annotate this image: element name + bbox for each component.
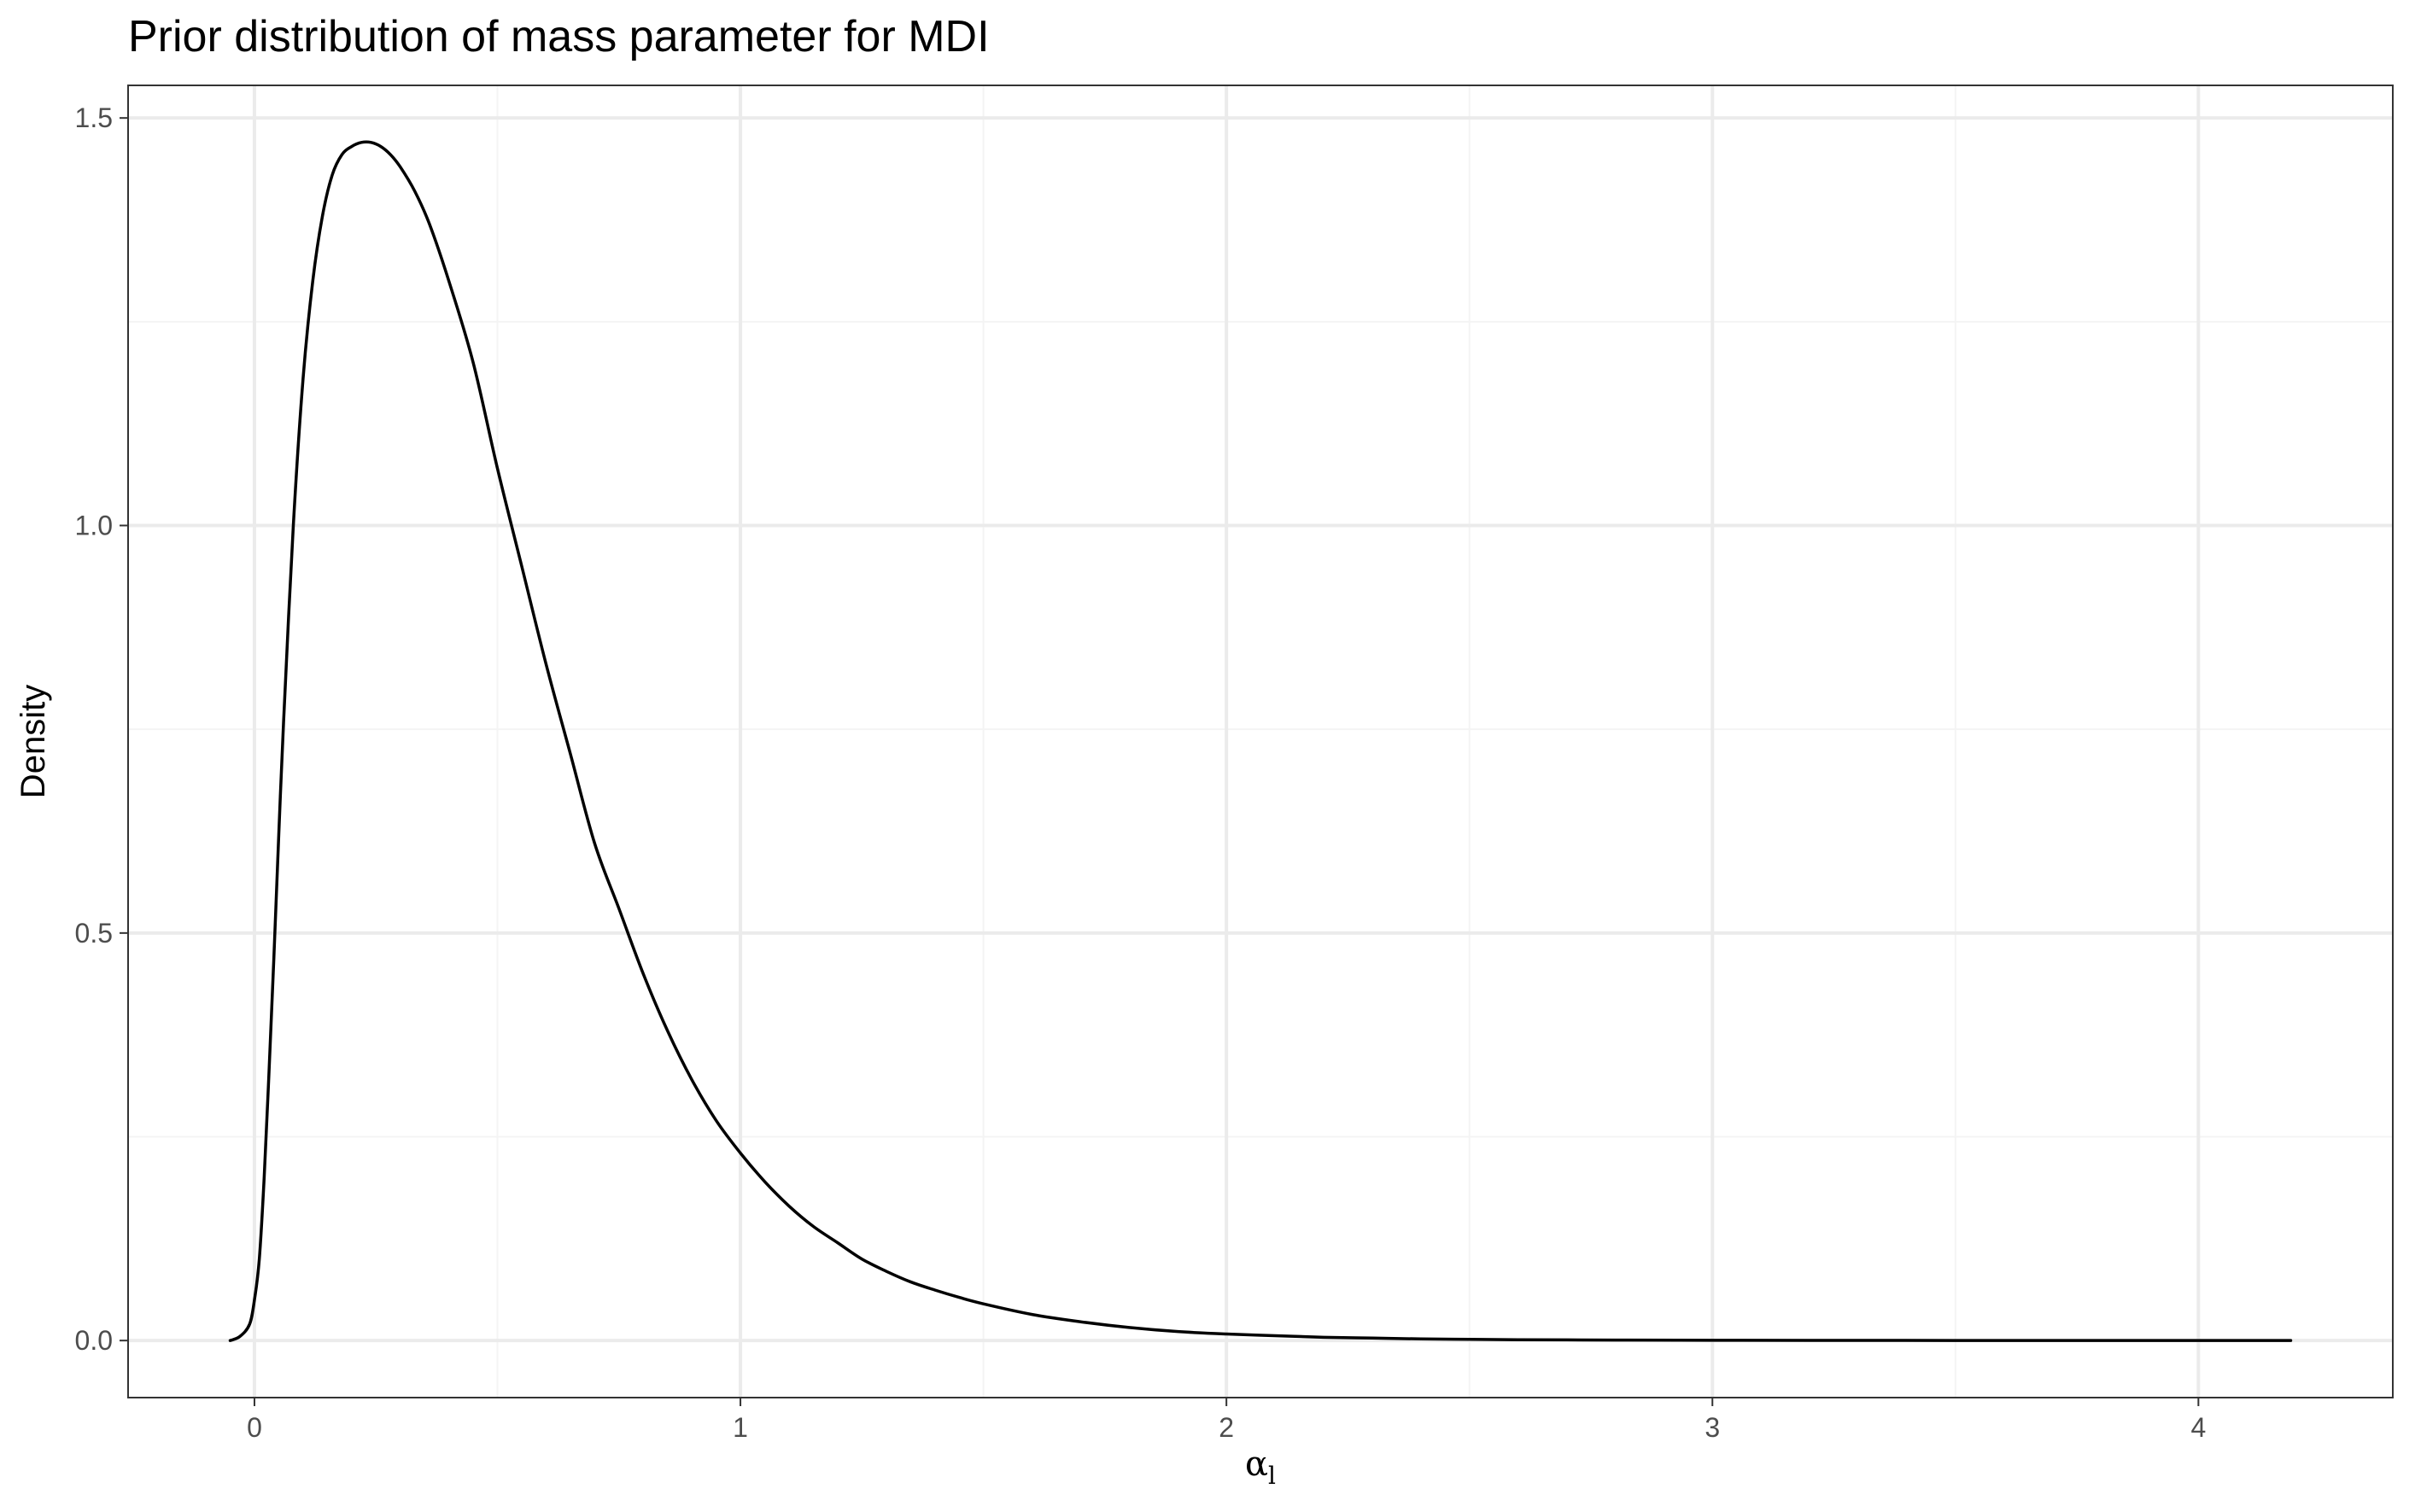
- x-tick-label: 1: [733, 1412, 748, 1443]
- line-layer: [228, 140, 2293, 1342]
- axis-layer: 0 1 2 3 4 0.0 0.5 1.0 1.5: [75, 102, 2207, 1443]
- x-tick-label: 0: [247, 1412, 262, 1443]
- x-tick-label: 4: [2190, 1412, 2206, 1443]
- panel-border: [127, 85, 2394, 1398]
- y-axis-title: Density: [15, 685, 52, 798]
- y-tick-label: 0.0: [75, 1325, 113, 1356]
- y-tick-label: 1.0: [75, 511, 113, 541]
- x-axis-title-subscript: l: [1268, 1462, 1276, 1490]
- x-tick-label: 2: [1219, 1412, 1234, 1443]
- y-tick-label: 0.5: [75, 918, 113, 949]
- chart-title: Prior distribution of mass parameter for…: [128, 12, 990, 61]
- density-line: [228, 140, 2293, 1342]
- x-axis-title: αl: [1245, 1445, 1276, 1490]
- x-axis-title-symbol: α: [1245, 1445, 1268, 1484]
- x-tick-label: 3: [1705, 1412, 1720, 1443]
- y-tick-label: 1.5: [75, 102, 113, 133]
